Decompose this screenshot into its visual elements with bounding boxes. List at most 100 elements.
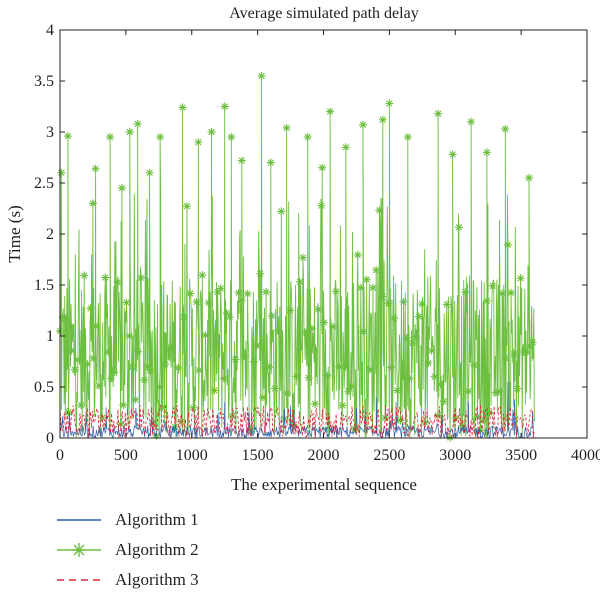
series-2-marker-8: [73, 355, 82, 364]
series-2-marker-70: [227, 133, 236, 142]
series-2-marker-62: [207, 128, 216, 136]
series-2-marker-146: [424, 358, 433, 367]
series-2-marker-72: [231, 355, 240, 364]
series-2-marker-105: [317, 201, 326, 210]
series-2-marker-117: [347, 382, 356, 391]
series-2-marker-139: [403, 133, 412, 142]
series-2-marker-52: [179, 313, 188, 322]
series-2-marker-177: [510, 350, 519, 359]
series-2-marker-77: [243, 289, 252, 298]
series-2-marker-29: [125, 331, 134, 340]
x-tick-label-2: 1000: [176, 447, 208, 464]
series-2-marker-60: [201, 331, 210, 340]
series-2-marker-167: [482, 148, 491, 157]
series-2-marker-94: [286, 306, 295, 315]
series-2-marker-84: [262, 287, 271, 296]
series-2-marker-125: [369, 283, 378, 292]
series-2-marker-100: [303, 133, 312, 142]
series-2-marker-26: [117, 184, 126, 193]
series-2-marker-127: [375, 206, 384, 215]
series-2-marker-24: [113, 278, 122, 287]
series-2-marker-157: [454, 223, 463, 232]
series-2-marker-12: [86, 304, 95, 313]
series-2-marker-174: [501, 124, 510, 133]
chart-svg: Average simulated path delay 0 500 1000 150…: [5, 5, 600, 494]
series-2-marker-143: [414, 312, 423, 321]
series-2-marker-178: [513, 384, 522, 393]
series-2-marker-116: [344, 387, 353, 396]
x-tick-label-7: 3500: [505, 447, 537, 464]
series-2-marker-137: [399, 297, 408, 306]
series-2-marker-21: [106, 133, 115, 142]
x-axis-label: The experimental sequence: [231, 475, 417, 494]
series-2-marker-87: [267, 311, 276, 320]
series-2-marker-31: [128, 362, 137, 371]
legend-item-algorithm-1: Algorithm 1: [55, 505, 315, 535]
legend-swatch-algorithm-1: [57, 519, 101, 521]
series-2-marker-17: [94, 381, 103, 390]
series-2-marker-1: [57, 168, 66, 177]
series-2-marker-27: [119, 401, 128, 410]
x-tick-label-0: 0: [56, 447, 64, 464]
series-2-marker-113: [338, 401, 347, 410]
series-2-marker-128: [378, 292, 387, 301]
series-2-marker-126: [372, 266, 381, 275]
series-2-marker-161: [467, 117, 476, 126]
series-2-marker-151: [436, 380, 445, 389]
series-2-marker-28: [122, 298, 131, 307]
series-2-marker-97: [295, 277, 304, 286]
series-2-marker-59: [198, 271, 207, 280]
series-2-marker-122: [359, 327, 368, 336]
series-2-marker-66: [219, 374, 228, 383]
series-2-marker-83: [258, 393, 267, 402]
series-2-marker-13: [88, 199, 97, 208]
series-2-marker-45: [161, 360, 170, 369]
x-tick-label-3: 1500: [242, 447, 274, 464]
series-2-marker-107: [320, 318, 329, 327]
series-2-marker-131: [384, 299, 393, 308]
series-2-marker-38: [145, 168, 154, 177]
series-2-marker-171: [494, 387, 503, 396]
x-tick-label-8: 4000: [571, 447, 600, 464]
y-tick-label-5: 2.5: [34, 175, 54, 192]
series-2-marker-119: [353, 250, 362, 259]
series-2-marker-35: [137, 273, 146, 282]
x-tick-label-4: 2000: [308, 447, 340, 464]
y-tick-label-7: 3.5: [34, 73, 54, 90]
series-2-marker-85: [265, 363, 274, 372]
series-2-marker-54: [186, 289, 195, 298]
series-2-marker-49: [174, 363, 183, 372]
series-2-marker-76: [240, 352, 249, 361]
legend-item-algorithm-3: Algorithm 3: [55, 565, 315, 595]
series-2-marker-110: [328, 322, 337, 331]
series-2-marker-182: [525, 173, 534, 182]
series-2-marker-3: [61, 314, 70, 323]
y-tick-label-4: 2: [46, 226, 54, 243]
series-2-marker-92: [282, 123, 291, 132]
series-2-marker-20: [104, 348, 113, 357]
series-2-marker-159: [461, 288, 470, 297]
series-2-marker-101: [304, 373, 313, 382]
series-2-marker-81: [256, 269, 265, 278]
series-2-marker-133: [386, 363, 395, 372]
y-tick-label-1: 0.5: [34, 379, 54, 396]
series-2-marker-23: [110, 368, 119, 377]
legend-swatch-algorithm-3: [57, 579, 101, 581]
series-2-marker-4: [63, 132, 72, 141]
series-2-marker-93: [283, 389, 292, 398]
series-2-marker-115: [341, 143, 350, 152]
series-2-marker-63: [210, 386, 219, 395]
series-2-marker-55: [189, 403, 198, 412]
series-line-3: [59, 404, 535, 439]
series-line-2: [59, 75, 535, 438]
series-2-marker-162: [470, 361, 479, 370]
series-2-marker-15: [91, 164, 100, 173]
series-2-marker-67: [220, 102, 229, 111]
series-2-marker-73: [234, 288, 243, 297]
series-2-marker-176: [507, 288, 516, 297]
series-2-marker-147: [427, 346, 436, 355]
series-2-marker-111: [332, 287, 341, 296]
series-2-marker-74: [237, 296, 246, 305]
series-2-marker-108: [323, 371, 332, 380]
series-2-marker-90: [277, 207, 286, 216]
